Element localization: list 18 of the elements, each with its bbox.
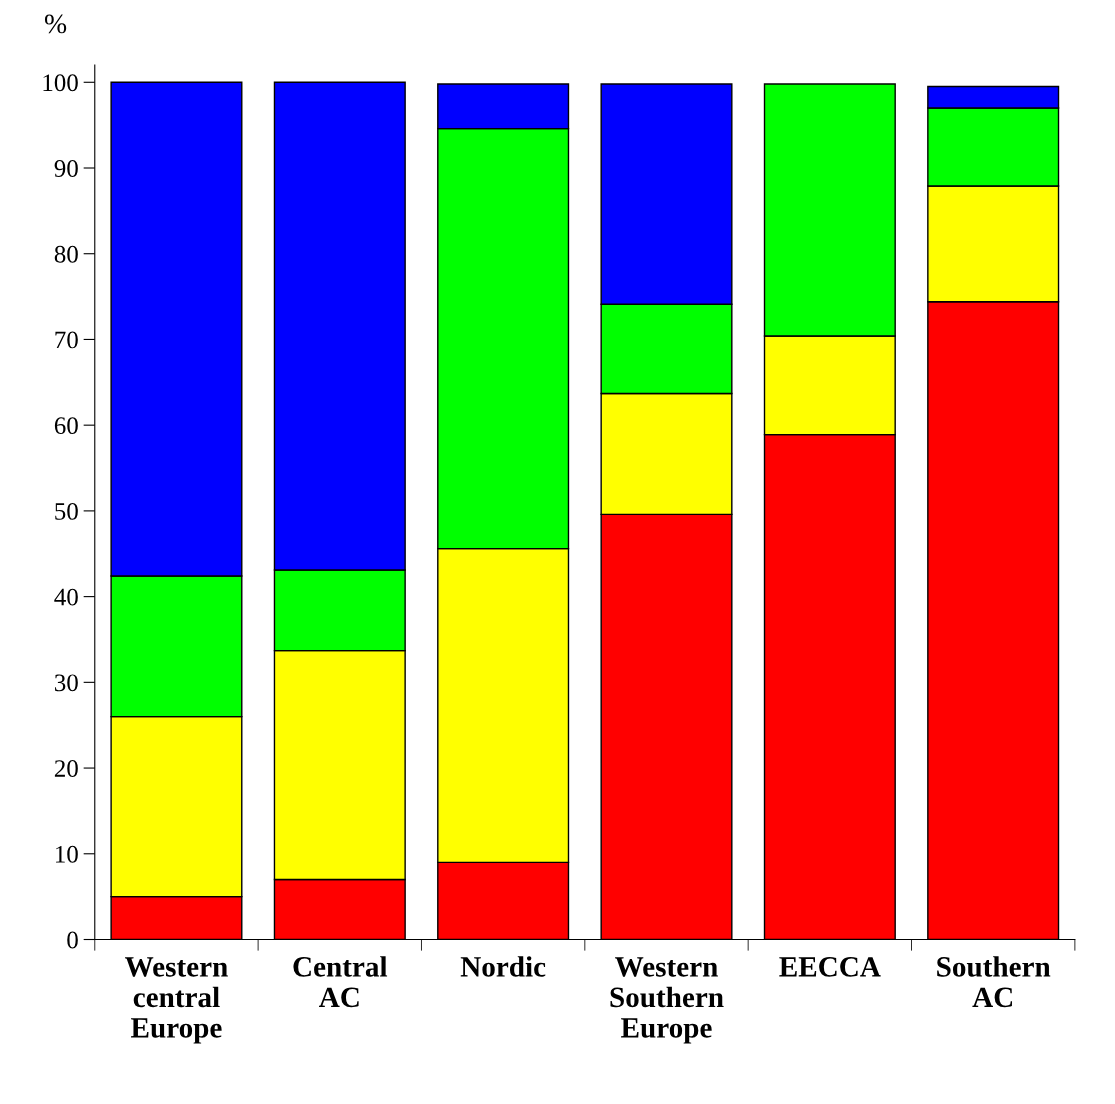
- x-tick-label: EECCA: [779, 957, 881, 977]
- y-tick-label: 40: [54, 588, 78, 606]
- y-tick-label: 80: [54, 245, 78, 263]
- y-tick-label: 100: [43, 74, 78, 92]
- y-tick-label: 0: [67, 931, 78, 949]
- y-tick-label: 70: [55, 331, 78, 349]
- y-tick-label: 10: [56, 845, 78, 863]
- x-tick-label: Western central Europe: [125, 957, 228, 1044]
- y-tick-label: 20: [54, 760, 78, 777]
- x-tick-label: Nordic: [460, 956, 546, 977]
- y-tick-label: 90: [54, 160, 78, 177]
- y-tick-label: 50: [55, 502, 78, 520]
- x-tick-label: Western Southern Europe: [610, 957, 724, 1044]
- y-tick-label: 60: [54, 417, 78, 435]
- x-tick-label: Southern AC: [937, 956, 1051, 1008]
- y-axis-title: %: [44, 14, 67, 34]
- y-tick-label: 30: [55, 674, 78, 692]
- x-tick-label: Central AC: [293, 956, 388, 1008]
